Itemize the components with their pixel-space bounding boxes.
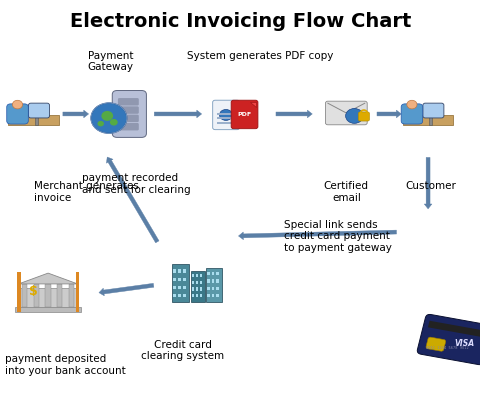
FancyBboxPatch shape (69, 284, 74, 307)
FancyBboxPatch shape (183, 286, 185, 289)
Circle shape (219, 109, 232, 120)
FancyBboxPatch shape (173, 278, 176, 281)
Text: payment recorded
and sent for clearing: payment recorded and sent for clearing (82, 173, 190, 195)
FancyBboxPatch shape (118, 115, 139, 122)
FancyBboxPatch shape (216, 294, 218, 298)
FancyBboxPatch shape (212, 100, 239, 130)
Circle shape (109, 119, 118, 126)
FancyBboxPatch shape (57, 284, 62, 307)
FancyBboxPatch shape (192, 287, 193, 291)
FancyBboxPatch shape (200, 294, 202, 298)
FancyBboxPatch shape (183, 278, 185, 281)
FancyBboxPatch shape (173, 286, 176, 289)
FancyBboxPatch shape (207, 294, 209, 298)
FancyBboxPatch shape (192, 274, 193, 277)
Polygon shape (250, 102, 255, 107)
Circle shape (91, 103, 127, 133)
Text: System generates PDF copy: System generates PDF copy (186, 51, 332, 61)
FancyBboxPatch shape (207, 272, 209, 276)
FancyBboxPatch shape (211, 272, 214, 276)
Text: VISA: VISA (454, 339, 474, 348)
FancyBboxPatch shape (191, 271, 205, 302)
FancyBboxPatch shape (427, 321, 480, 337)
FancyBboxPatch shape (118, 98, 139, 105)
FancyBboxPatch shape (192, 281, 193, 284)
FancyBboxPatch shape (325, 101, 366, 125)
Text: Payment
Gateway: Payment Gateway (87, 51, 133, 72)
FancyBboxPatch shape (7, 104, 28, 124)
FancyBboxPatch shape (216, 280, 218, 283)
FancyBboxPatch shape (28, 103, 49, 118)
FancyBboxPatch shape (178, 294, 180, 298)
FancyBboxPatch shape (35, 116, 37, 125)
FancyBboxPatch shape (46, 284, 50, 307)
FancyBboxPatch shape (112, 90, 146, 138)
FancyBboxPatch shape (211, 280, 214, 283)
Text: Merchant generates
invoice: Merchant generates invoice (34, 181, 138, 203)
Text: Certified
email: Certified email (323, 181, 368, 203)
Circle shape (406, 100, 416, 109)
FancyBboxPatch shape (416, 315, 480, 365)
FancyBboxPatch shape (8, 115, 59, 125)
FancyBboxPatch shape (422, 103, 443, 118)
FancyBboxPatch shape (200, 274, 202, 277)
FancyBboxPatch shape (231, 100, 257, 129)
Text: Customer: Customer (404, 181, 455, 191)
FancyBboxPatch shape (200, 281, 202, 284)
FancyBboxPatch shape (178, 278, 180, 281)
FancyBboxPatch shape (211, 287, 214, 290)
Text: PDF: PDF (237, 112, 251, 117)
FancyBboxPatch shape (358, 112, 369, 121)
FancyBboxPatch shape (22, 284, 27, 307)
FancyBboxPatch shape (75, 272, 79, 313)
FancyBboxPatch shape (216, 272, 218, 276)
FancyBboxPatch shape (173, 294, 176, 298)
FancyBboxPatch shape (402, 115, 453, 125)
Circle shape (101, 111, 113, 121)
Polygon shape (19, 273, 77, 284)
Circle shape (12, 100, 23, 109)
FancyBboxPatch shape (173, 269, 176, 273)
Text: Electronic Invoicing Flow Chart: Electronic Invoicing Flow Chart (70, 12, 410, 31)
FancyBboxPatch shape (183, 269, 185, 273)
FancyBboxPatch shape (196, 294, 198, 298)
FancyBboxPatch shape (15, 307, 81, 313)
FancyBboxPatch shape (216, 287, 218, 290)
FancyBboxPatch shape (428, 116, 431, 125)
FancyBboxPatch shape (196, 274, 198, 277)
FancyBboxPatch shape (425, 337, 445, 351)
FancyBboxPatch shape (172, 264, 189, 302)
Circle shape (97, 121, 104, 127)
FancyBboxPatch shape (20, 288, 76, 307)
FancyBboxPatch shape (211, 294, 214, 298)
Text: Credit card
clearing system: Credit card clearing system (141, 340, 224, 361)
FancyBboxPatch shape (178, 269, 180, 273)
FancyBboxPatch shape (200, 287, 202, 291)
FancyBboxPatch shape (118, 106, 139, 114)
FancyBboxPatch shape (207, 280, 209, 283)
FancyBboxPatch shape (118, 123, 139, 130)
FancyBboxPatch shape (34, 284, 39, 307)
FancyBboxPatch shape (217, 122, 234, 124)
Circle shape (345, 109, 362, 123)
FancyBboxPatch shape (192, 294, 193, 298)
Text: Special link sends
credit card payment
to payment gateway: Special link sends credit card payment t… (283, 220, 391, 253)
FancyBboxPatch shape (217, 113, 234, 115)
FancyBboxPatch shape (183, 294, 185, 298)
Text: $: $ (29, 285, 37, 298)
FancyBboxPatch shape (196, 287, 198, 291)
FancyBboxPatch shape (178, 286, 180, 289)
Text: payment deposited
into your bank account: payment deposited into your bank account (5, 354, 125, 376)
FancyBboxPatch shape (206, 268, 221, 302)
FancyBboxPatch shape (17, 272, 21, 313)
FancyBboxPatch shape (400, 104, 422, 124)
FancyBboxPatch shape (217, 118, 234, 119)
FancyBboxPatch shape (207, 287, 209, 290)
FancyBboxPatch shape (196, 281, 198, 284)
Text: 4011  1234  5678  9012: 4011 1234 5678 9012 (425, 346, 468, 350)
